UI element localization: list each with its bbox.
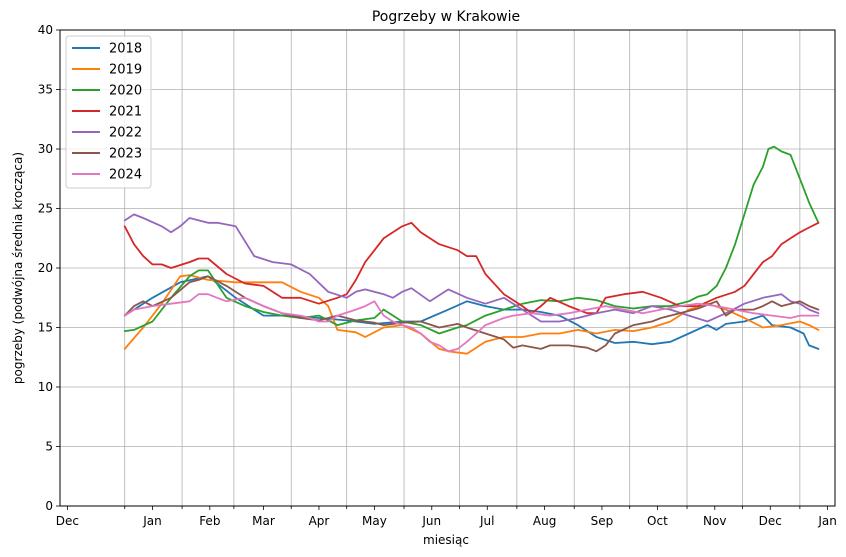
legend-label-2020: 2020 — [109, 84, 142, 99]
x-tick-label: Aug — [533, 514, 556, 528]
x-tick-label: Jul — [479, 514, 494, 528]
series-line-2023 — [123, 275, 820, 353]
y-tick-label: 30 — [38, 142, 53, 156]
x-axis-label: miesiąc — [423, 533, 469, 547]
series-line-2020 — [123, 145, 820, 335]
series-line-2021 — [123, 221, 820, 315]
legend-label-2019: 2019 — [109, 63, 142, 78]
x-tick-label: Dec — [56, 514, 79, 528]
y-tick-label: 5 — [45, 440, 53, 454]
x-tick-label: Mar — [252, 514, 275, 528]
y-tick-label: 0 — [45, 499, 53, 513]
x-tick-label: Dec — [759, 514, 782, 528]
x-tick-label: Apr — [309, 514, 330, 528]
x-axis: Dec Jan Feb Mar Apr May Jun Jul Aug Sep Oct Nov Dec J… — [56, 506, 837, 528]
legend-label-2022: 2022 — [109, 126, 142, 141]
y-tick-label: 40 — [38, 23, 53, 37]
x-tick-label: Feb — [199, 514, 220, 528]
x-tick-label: Jun — [421, 514, 441, 528]
series-line-2024 — [123, 293, 820, 353]
legend-label-2021: 2021 — [109, 105, 142, 120]
x-tick-label: Nov — [703, 514, 726, 528]
legend-label-2023: 2023 — [109, 147, 142, 162]
legend-label-2018: 2018 — [109, 42, 142, 57]
y-axis: 0 5 10 15 20 25 30 35 40 — [38, 23, 60, 513]
y-tick-label: 20 — [38, 261, 53, 275]
x-tick-label: Sep — [591, 514, 614, 528]
x-tick-label: Jan — [142, 514, 162, 528]
x-tick-label: Oct — [647, 514, 668, 528]
x-tick-label: May — [362, 514, 387, 528]
y-tick-label: 35 — [38, 83, 53, 97]
x-tick-label: Jan — [817, 514, 837, 528]
y-axis-label: pogrzeby (podwójna średnia krocząca) — [11, 152, 25, 384]
legend: 2018 2019 2020 2021 2022 2023 2024 — [65, 35, 152, 189]
series-layer — [123, 145, 820, 355]
legend-box — [65, 35, 152, 189]
chart-title: Pogrzeby w Krakowie — [372, 9, 520, 25]
y-tick-label: 10 — [38, 380, 53, 394]
legend-label-2024: 2024 — [109, 168, 142, 183]
y-tick-label: 25 — [38, 202, 53, 216]
series-line-2022 — [123, 213, 820, 323]
y-tick-label: 15 — [38, 321, 53, 335]
